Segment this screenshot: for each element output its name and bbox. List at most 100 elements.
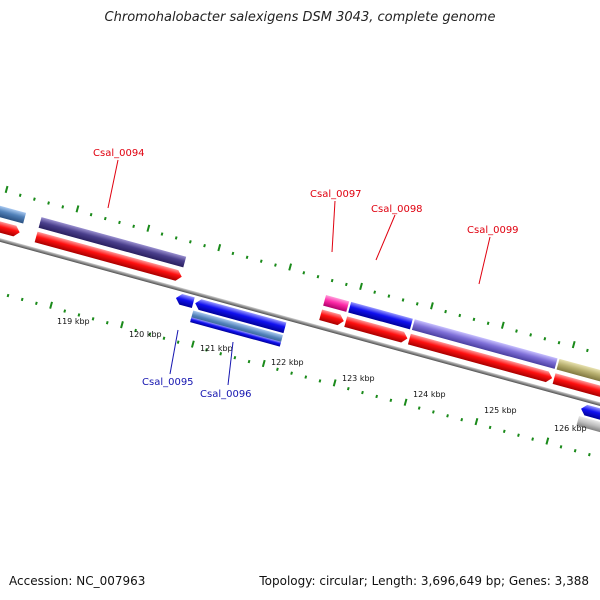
tick-minor: [417, 406, 421, 410]
tick-minor: [205, 348, 208, 352]
cds-arrow-0101: [581, 404, 600, 424]
leader-line-0097: [331, 200, 336, 253]
tick-minor: [415, 302, 419, 306]
tick-label-123: 123 kbp: [342, 374, 375, 383]
tick-minor: [373, 290, 377, 294]
cds-arrow-0095: [175, 293, 195, 309]
tick-minor: [488, 425, 492, 430]
tick-minor: [344, 282, 348, 287]
leader-line-0094: [107, 159, 119, 209]
genome-summary-text: Topology: circular; Length: 3,696,649 bp…: [259, 574, 589, 588]
gene-label-csal-0094[interactable]: Csal_0094: [93, 148, 145, 159]
tick-label-126: 126 kbp: [554, 424, 587, 433]
tick-minor: [89, 212, 93, 217]
accession-text: Accession: NC_007963: [9, 574, 146, 588]
tick-minor: [543, 337, 547, 341]
tick-major: [49, 301, 53, 309]
tick-minor: [219, 352, 223, 356]
tick-major: [571, 340, 576, 349]
tick-minor: [162, 336, 166, 340]
tick-minor: [346, 386, 350, 391]
tick-major: [288, 263, 293, 271]
tick-minor: [134, 328, 137, 333]
tick-label-124: 124 kbp: [413, 390, 446, 399]
gene-label-csal-0097[interactable]: Csal_0097: [310, 189, 362, 200]
gene-leader-lines: [107, 159, 491, 386]
tick-minor: [515, 329, 518, 333]
tick-major: [474, 418, 479, 426]
cog-feature-0097: [323, 294, 350, 312]
tick-minor: [176, 340, 180, 344]
tick-minor: [274, 263, 277, 267]
gene-label-csal-0099[interactable]: Csal_0099: [467, 225, 519, 236]
tick-major: [545, 437, 550, 445]
tick-minor: [18, 193, 22, 197]
outer-tick-track: [4, 185, 589, 353]
tick-label-group: 119 kbp 120 kbp 121 kbp 122 kbp 123 kbp …: [57, 317, 587, 433]
tick-minor: [517, 433, 520, 437]
tick-major: [430, 302, 434, 310]
tick-minor: [531, 437, 534, 441]
tick-major: [217, 243, 222, 252]
tick-major: [261, 359, 266, 368]
cog-feature-0093: [0, 200, 27, 224]
gene-label-csal-0098[interactable]: Csal_0098: [371, 204, 423, 215]
tick-major: [4, 185, 9, 194]
cog-feature-0098: [348, 301, 413, 330]
tick-major: [120, 321, 124, 329]
tick-major: [403, 398, 408, 406]
leader-line-0099: [478, 236, 491, 285]
tick-minor: [401, 298, 405, 302]
tick-minor: [432, 410, 435, 414]
tick-major: [500, 321, 505, 329]
cds-arrow-0100: [552, 373, 600, 399]
tick-major: [75, 205, 80, 213]
gene-label-csal-0095[interactable]: Csal_0095: [142, 377, 194, 388]
tick-minor: [486, 321, 490, 325]
tick-minor: [35, 301, 38, 306]
tick-minor: [189, 240, 192, 244]
leader-line-0095: [169, 329, 179, 375]
tick-minor: [91, 317, 95, 321]
tick-minor: [276, 367, 279, 371]
tick-minor: [330, 278, 334, 283]
tick-label-121: 121 kbp: [200, 344, 233, 353]
tick-minor: [559, 445, 563, 449]
tick-minor: [529, 333, 533, 337]
cog-feature-0101: [576, 416, 600, 437]
cds-arrow-0097: [319, 309, 344, 326]
tick-minor: [245, 255, 249, 260]
tick-minor: [375, 394, 379, 399]
tick-minor: [304, 375, 308, 379]
tick-minor: [47, 201, 50, 205]
leader-line-0098: [375, 214, 396, 261]
tick-minor: [77, 313, 81, 317]
cds-arrow-0094: [34, 231, 182, 281]
cog-feature-0099: [411, 319, 558, 369]
cog-feature-0096-b: [190, 317, 282, 347]
tick-minor: [502, 429, 506, 434]
tick-minor: [259, 259, 263, 263]
tick-minor: [587, 452, 591, 457]
tick-minor: [61, 205, 65, 209]
inner-tick-track: [6, 293, 591, 457]
tick-minor: [231, 251, 235, 256]
tick-minor: [20, 297, 24, 302]
tick-label-120: 120 kbp: [129, 330, 162, 339]
tick-major: [359, 282, 363, 291]
gene-label-csal-0096[interactable]: Csal_0096: [200, 389, 252, 400]
tick-label-122: 122 kbp: [271, 358, 304, 367]
tick-major: [190, 340, 195, 348]
tick-minor: [247, 359, 251, 364]
tick-minor: [472, 317, 476, 322]
tick-minor: [316, 274, 320, 279]
tick-minor: [6, 293, 10, 298]
tick-minor: [318, 379, 322, 383]
genome-backbone: [0, 232, 600, 411]
tick-minor: [446, 414, 449, 418]
tick-minor: [160, 232, 164, 236]
tick-minor: [290, 371, 293, 375]
genome-title: Chromohalobacter salexigens DSM 3043, co…: [104, 10, 496, 25]
tick-minor: [203, 243, 206, 248]
